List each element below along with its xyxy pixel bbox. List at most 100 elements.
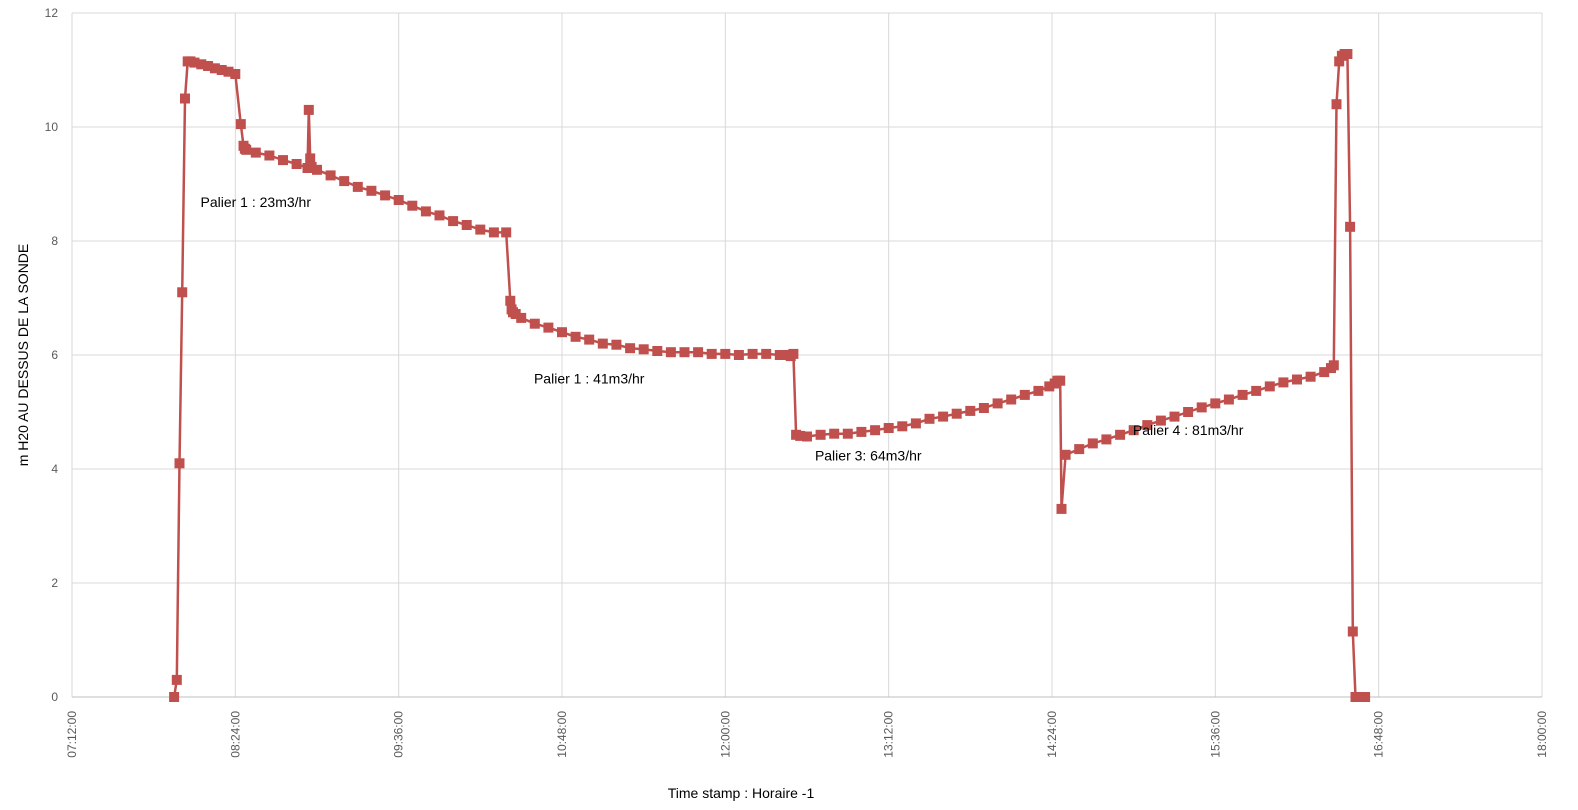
grid xyxy=(71,12,1543,698)
data-point xyxy=(1331,99,1342,110)
y-tick-label: 0 xyxy=(51,690,58,704)
data-point xyxy=(230,69,241,79)
data-point xyxy=(543,322,554,333)
data-point xyxy=(169,692,180,702)
data-point xyxy=(829,428,840,439)
data-point xyxy=(951,408,962,419)
axes: 0 2 4 6 8 10 12 07:12:00 08:24:00 09:36:00 10:48:0… xyxy=(45,6,1549,758)
data-point xyxy=(597,338,608,349)
x-tick-label: 18:00:00 xyxy=(1535,711,1549,758)
data-point xyxy=(1183,407,1194,417)
y-tick-label: 12 xyxy=(45,6,59,20)
data-point xyxy=(897,421,908,432)
data-point xyxy=(965,405,976,416)
y-tick-label: 10 xyxy=(45,120,59,134)
data-point xyxy=(802,431,812,442)
data-point xyxy=(1074,444,1085,455)
data-point xyxy=(611,339,622,350)
data-point xyxy=(720,348,731,359)
data-point xyxy=(1169,411,1180,422)
y-tick-label: 6 xyxy=(51,348,58,362)
data-point xyxy=(510,309,521,319)
x-tick-label: 15:36:00 xyxy=(1208,711,1222,758)
data-point xyxy=(177,287,188,298)
data-point xyxy=(938,411,949,422)
data-point xyxy=(303,104,314,115)
data-point xyxy=(1347,626,1358,637)
data-point xyxy=(842,428,853,439)
y-tick-label: 4 xyxy=(51,462,58,476)
data-point xyxy=(652,346,663,356)
annotation-label: Palier 1 : 41m3/hr xyxy=(534,371,645,387)
data-point xyxy=(733,350,744,360)
data-point xyxy=(1210,398,1221,409)
data-point xyxy=(235,119,246,130)
data-point xyxy=(434,210,445,221)
data-point xyxy=(264,150,275,161)
data-point xyxy=(407,200,418,211)
data-point xyxy=(625,343,636,354)
data-point xyxy=(1305,371,1316,382)
data-point xyxy=(325,170,336,181)
data-point xyxy=(180,93,190,104)
y-axis-title: m H20 AU DESSUS DE LA SONDE xyxy=(15,244,31,467)
data-point xyxy=(420,206,431,217)
data-point xyxy=(883,423,894,433)
data-point xyxy=(393,195,404,205)
data-point xyxy=(1115,429,1126,440)
data-point xyxy=(584,334,595,345)
data-point xyxy=(1251,385,1262,396)
data-point xyxy=(529,318,540,329)
data-point xyxy=(352,181,363,192)
data-point xyxy=(679,347,690,358)
x-tick-label: 07:12:00 xyxy=(65,711,79,758)
data-point xyxy=(638,344,649,355)
data-point xyxy=(1101,434,1112,445)
data-point xyxy=(665,347,676,358)
data-point xyxy=(706,348,717,359)
data-point xyxy=(1292,374,1302,385)
data-point xyxy=(291,159,302,169)
data-point xyxy=(196,59,207,70)
data-point xyxy=(924,413,935,424)
data-point xyxy=(448,216,459,227)
data-point xyxy=(306,161,317,172)
x-tick-label: 08:24:00 xyxy=(228,711,242,758)
data-point xyxy=(1278,377,1289,388)
data-point xyxy=(1044,381,1055,392)
data-point xyxy=(978,403,989,413)
x-tick-label: 14:24:00 xyxy=(1045,711,1059,758)
annotation-label: Palier 1 : 23m3/hr xyxy=(201,194,312,210)
data-point xyxy=(815,429,826,440)
x-tick-label: 10:48:00 xyxy=(555,711,569,758)
data-point xyxy=(1345,221,1356,232)
y-tick-label: 8 xyxy=(51,234,58,248)
data-point xyxy=(1360,692,1371,702)
data-point xyxy=(501,227,512,238)
data-point xyxy=(1264,381,1275,392)
data-point xyxy=(1087,438,1098,449)
x-tick-label: 13:12:00 xyxy=(882,711,896,758)
data-point xyxy=(1342,49,1353,59)
data-point xyxy=(461,220,472,230)
data-point xyxy=(1060,449,1071,460)
data-point xyxy=(1128,425,1139,436)
data-point xyxy=(570,331,581,342)
data-point xyxy=(1155,415,1166,426)
data-point xyxy=(1142,420,1153,431)
data-point xyxy=(992,398,1003,409)
x-tick-label: 09:36:00 xyxy=(392,711,406,758)
data-point xyxy=(870,425,881,436)
data-point xyxy=(1223,394,1234,405)
data-point xyxy=(1056,503,1067,514)
data-point xyxy=(305,153,316,164)
data-point xyxy=(339,176,350,187)
data-point xyxy=(1019,389,1030,400)
annotations: Palier 1 : 23m3/hr Palier 1 : 41m3/hr Pali… xyxy=(201,194,1244,464)
data-point xyxy=(366,185,377,196)
data-point xyxy=(216,65,227,75)
data-point xyxy=(189,57,200,68)
data-point xyxy=(693,347,704,358)
data-point xyxy=(312,164,322,175)
